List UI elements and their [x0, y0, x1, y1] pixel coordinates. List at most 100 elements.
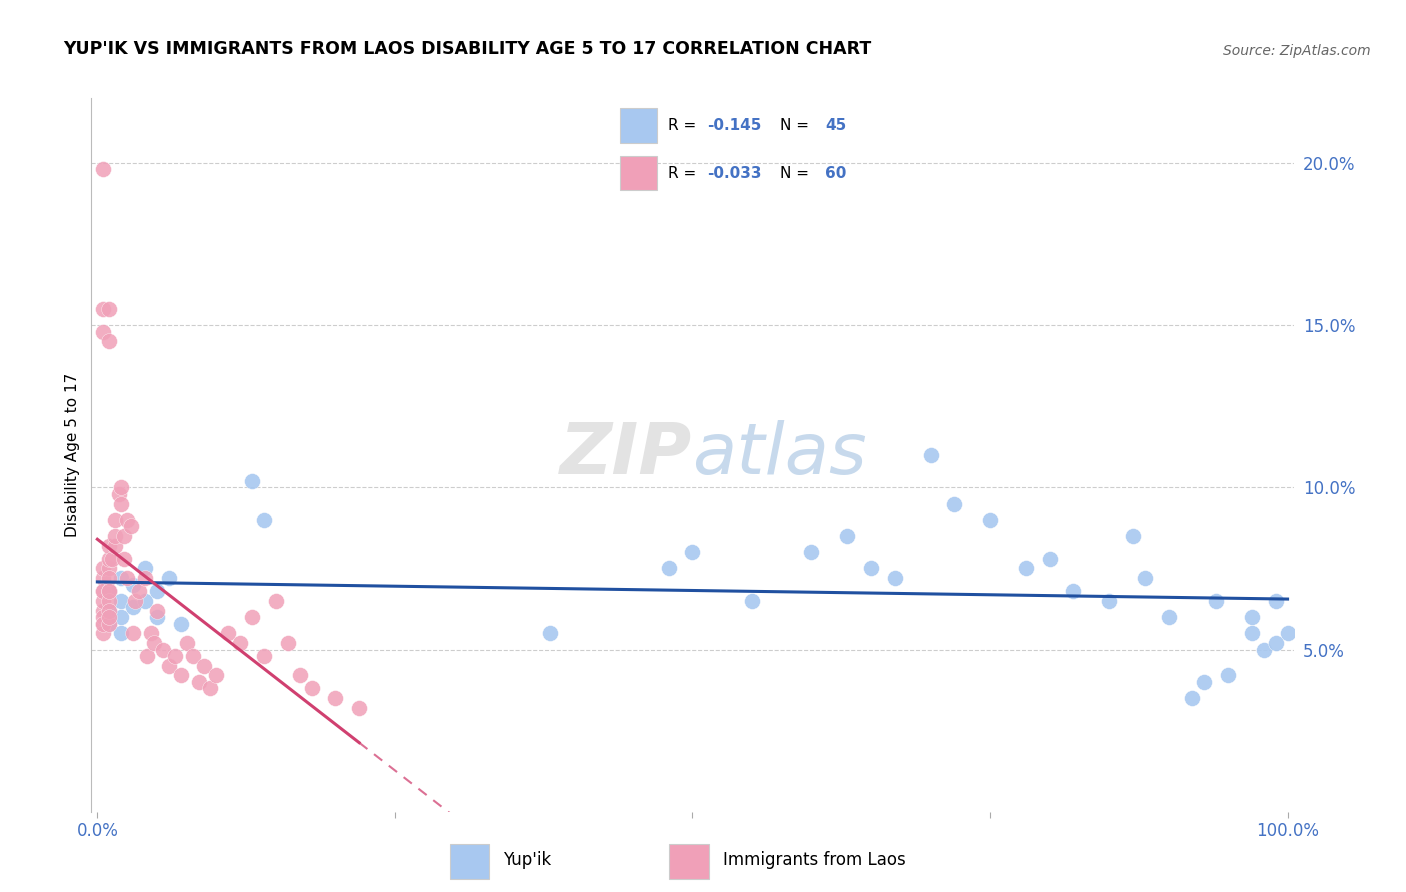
Point: [176, 636, 198, 650]
Point: [1240, 626, 1263, 640]
Point: [112, 551, 135, 566]
Point: [146, 610, 169, 624]
Y-axis label: Disability Age 5 to 17: Disability Age 5 to 17: [65, 373, 80, 537]
Point: [240, 610, 263, 624]
Point: [146, 584, 169, 599]
Point: [120, 519, 142, 533]
Point: [181, 648, 204, 663]
Point: [122, 626, 145, 640]
Point: [157, 571, 180, 585]
Point: [91, 626, 114, 640]
Point: [98, 551, 121, 566]
Point: [104, 529, 127, 543]
Point: [91, 301, 114, 316]
Point: [538, 626, 561, 640]
Point: [240, 474, 263, 488]
Text: 45: 45: [825, 119, 846, 133]
Point: [217, 626, 239, 640]
Text: Immigrants from Laos: Immigrants from Laos: [723, 851, 905, 869]
Text: atlas: atlas: [692, 420, 868, 490]
Point: [122, 600, 145, 615]
Text: N =: N =: [780, 119, 814, 133]
Point: [741, 594, 763, 608]
Point: [347, 701, 370, 715]
Point: [1062, 584, 1084, 599]
Point: [91, 610, 114, 624]
Point: [91, 604, 114, 618]
Point: [104, 513, 127, 527]
Point: [98, 301, 121, 316]
Point: [98, 604, 121, 618]
Point: [253, 513, 276, 527]
Point: [91, 594, 114, 608]
Point: [91, 616, 114, 631]
Point: [1038, 551, 1060, 566]
Point: [658, 561, 681, 575]
Point: [134, 561, 156, 575]
Point: [98, 616, 121, 631]
Point: [187, 675, 209, 690]
Point: [163, 648, 186, 663]
Point: [1240, 610, 1263, 624]
Point: [1157, 610, 1180, 624]
Point: [98, 604, 121, 618]
Point: [115, 513, 138, 527]
Point: [1133, 571, 1156, 585]
Point: [229, 636, 252, 650]
Point: [110, 610, 132, 624]
Point: [325, 691, 347, 706]
Point: [98, 539, 121, 553]
Point: [136, 648, 159, 663]
Point: [1181, 691, 1204, 706]
Point: [98, 616, 121, 631]
Text: 60: 60: [825, 166, 846, 180]
Point: [107, 487, 129, 501]
FancyBboxPatch shape: [450, 844, 489, 879]
Point: [91, 325, 114, 339]
Point: [110, 480, 132, 494]
Point: [98, 594, 121, 608]
Point: [115, 571, 138, 585]
Point: [883, 571, 905, 585]
Point: [152, 642, 174, 657]
Point: [1277, 626, 1299, 640]
Point: [98, 584, 121, 599]
Text: ZIP: ZIP: [560, 420, 692, 490]
Point: [277, 636, 299, 650]
Text: Source: ZipAtlas.com: Source: ZipAtlas.com: [1223, 44, 1371, 58]
Text: YUP'IK VS IMMIGRANTS FROM LAOS DISABILITY AGE 5 TO 17 CORRELATION CHART: YUP'IK VS IMMIGRANTS FROM LAOS DISABILIT…: [63, 40, 872, 58]
Point: [200, 681, 222, 696]
Point: [100, 551, 122, 566]
Point: [110, 594, 132, 608]
Point: [124, 594, 146, 608]
Text: R =: R =: [668, 166, 702, 180]
Point: [264, 594, 287, 608]
Point: [1015, 561, 1038, 575]
Point: [98, 584, 121, 599]
Point: [110, 626, 132, 640]
Point: [253, 648, 276, 663]
Point: [146, 604, 169, 618]
FancyBboxPatch shape: [669, 844, 709, 879]
Point: [110, 571, 132, 585]
Point: [1253, 642, 1275, 657]
Point: [859, 561, 882, 575]
Point: [1122, 529, 1144, 543]
Point: [1264, 594, 1286, 608]
Point: [920, 448, 942, 462]
Point: [979, 513, 1001, 527]
Point: [800, 545, 823, 559]
Point: [91, 584, 114, 599]
Point: [1194, 675, 1216, 690]
Point: [157, 658, 180, 673]
Point: [98, 610, 121, 624]
Point: [122, 577, 145, 591]
FancyBboxPatch shape: [620, 108, 657, 144]
Text: -0.033: -0.033: [707, 166, 762, 180]
Point: [91, 162, 114, 177]
Point: [98, 584, 121, 599]
Point: [110, 497, 132, 511]
Point: [91, 616, 114, 631]
Text: -0.145: -0.145: [707, 119, 762, 133]
Point: [193, 658, 215, 673]
